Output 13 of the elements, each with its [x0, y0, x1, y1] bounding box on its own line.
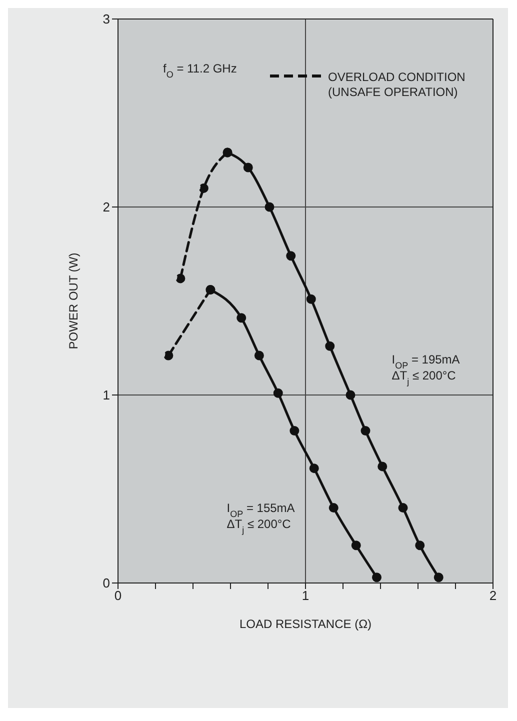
- annotation: I$_{OP}$ = 195mA ΔT$_{j}$ ≤ 200°C: [392, 352, 460, 387]
- x-axis-title: LOAD RESISTANCE (Ω): [239, 617, 372, 631]
- annotation: I$_{OP}$ = 155mA ΔT$_{j}$ ≤ 200°C: [226, 501, 295, 536]
- y-tick-label: 1: [102, 388, 110, 403]
- y-tick-label: 0: [102, 576, 110, 591]
- y-tick-label: 3: [102, 12, 110, 27]
- x-tick-label: 1: [302, 588, 310, 604]
- legend-label: OVERLOAD CONDITION (UNSAFE OPERATION): [328, 70, 466, 100]
- annotation: f$_{O}$ = 11.2 GHz: [163, 61, 237, 80]
- y-tick-label: 2: [102, 200, 110, 215]
- x-tick-label: 0: [114, 588, 122, 604]
- y-axis-title: POWER OUT (W): [66, 252, 80, 350]
- x-tick-label: 2: [489, 588, 497, 604]
